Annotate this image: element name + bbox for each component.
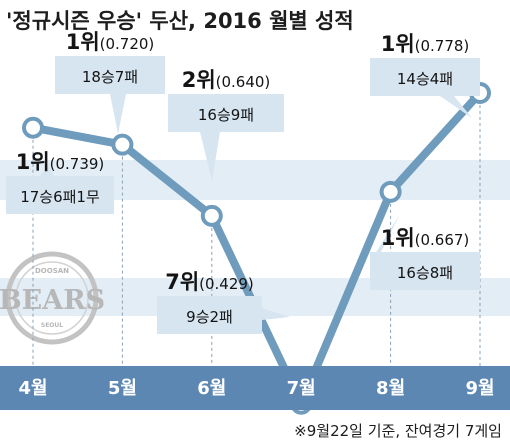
label-pointer — [200, 132, 220, 181]
label-box — [370, 58, 480, 96]
label-pointer — [40, 164, 54, 176]
x-tick-label: 8월 — [376, 378, 405, 399]
logo-main-text: BEARS — [0, 285, 105, 316]
data-label: 1위(0.778) 14승4패 — [370, 32, 480, 118]
rank-text: 1위 — [381, 32, 415, 56]
win-pct-text: (0.667) — [415, 231, 470, 249]
rank-text: 1위 — [381, 226, 415, 250]
bears-logo: DOOSAN BEARS SEOUL — [0, 251, 105, 345]
win-pct-text: (0.778) — [415, 37, 470, 55]
label-rank-pct: 1위(0.720) — [66, 30, 155, 54]
data-label: 2위(0.640) 16승9패 — [168, 68, 284, 181]
logo-bottom-text: SEOUL — [41, 322, 63, 329]
data-label: 7위(0.429) 9승2패 — [157, 270, 290, 334]
label-box — [168, 94, 284, 132]
record-text: 14승4패 — [397, 70, 453, 88]
win-pct-text: (0.640) — [216, 73, 271, 91]
data-label: 1위(0.720) 18승7패 — [55, 30, 165, 134]
x-tick-label: 7월 — [287, 378, 316, 399]
data-label: 1위(0.739) 17승6패1무 — [6, 150, 114, 214]
data-point — [379, 180, 402, 203]
x-tick-label: 9월 — [465, 378, 494, 399]
win-pct-text: (0.739) — [50, 155, 105, 173]
label-box — [6, 176, 114, 214]
label-rank-pct: 1위(0.667) — [381, 226, 470, 250]
win-pct-text: (0.429) — [199, 275, 254, 293]
x-axis-bar — [0, 366, 510, 410]
label-box — [370, 252, 480, 290]
chart-title: '정규시즌 우승' 두산, 2016 월별 성적 — [6, 9, 354, 33]
label-pointer — [440, 96, 472, 118]
x-axis-labels: 4월 5월 6월 7월 8월 9월 — [18, 378, 494, 399]
logo-ring — [5, 251, 99, 345]
label-rank-pct: 1위(0.778) — [381, 32, 470, 56]
logo-inner-ring — [15, 261, 89, 335]
rank-text: 2위 — [182, 68, 216, 92]
x-tick-label: 4월 — [18, 378, 47, 399]
label-pointer — [110, 94, 126, 134]
record-text: 9승2패 — [186, 308, 233, 326]
win-pct-text: (0.720) — [100, 35, 155, 53]
record-text: 17승6패1무 — [20, 188, 100, 206]
footnote: ※9월22일 기준, 잔여경기 7게임 — [294, 422, 502, 440]
record-text: 16승9패 — [198, 106, 254, 124]
logo-top-text: DOOSAN — [35, 267, 69, 275]
label-box — [157, 296, 262, 334]
rank-text: 1위 — [66, 30, 100, 54]
label-pointer — [262, 308, 290, 320]
data-point — [22, 116, 44, 139]
x-tick-label: 6월 — [197, 378, 226, 399]
label-box — [55, 56, 165, 94]
label-rank-pct: 2위(0.640) — [182, 68, 271, 92]
data-point — [111, 133, 134, 156]
rank-text: 7위 — [165, 270, 199, 294]
data-point — [200, 204, 223, 227]
label-rank-pct: 7위(0.429) — [165, 270, 254, 294]
data-label: 1위(0.667) 16승8패 — [370, 214, 480, 290]
label-rank-pct: 1위(0.739) — [16, 150, 105, 174]
record-text: 16승8패 — [397, 264, 453, 282]
x-tick-label: 5월 — [108, 378, 137, 399]
rank-text: 1위 — [16, 150, 50, 174]
record-text: 18승7패 — [82, 68, 138, 86]
